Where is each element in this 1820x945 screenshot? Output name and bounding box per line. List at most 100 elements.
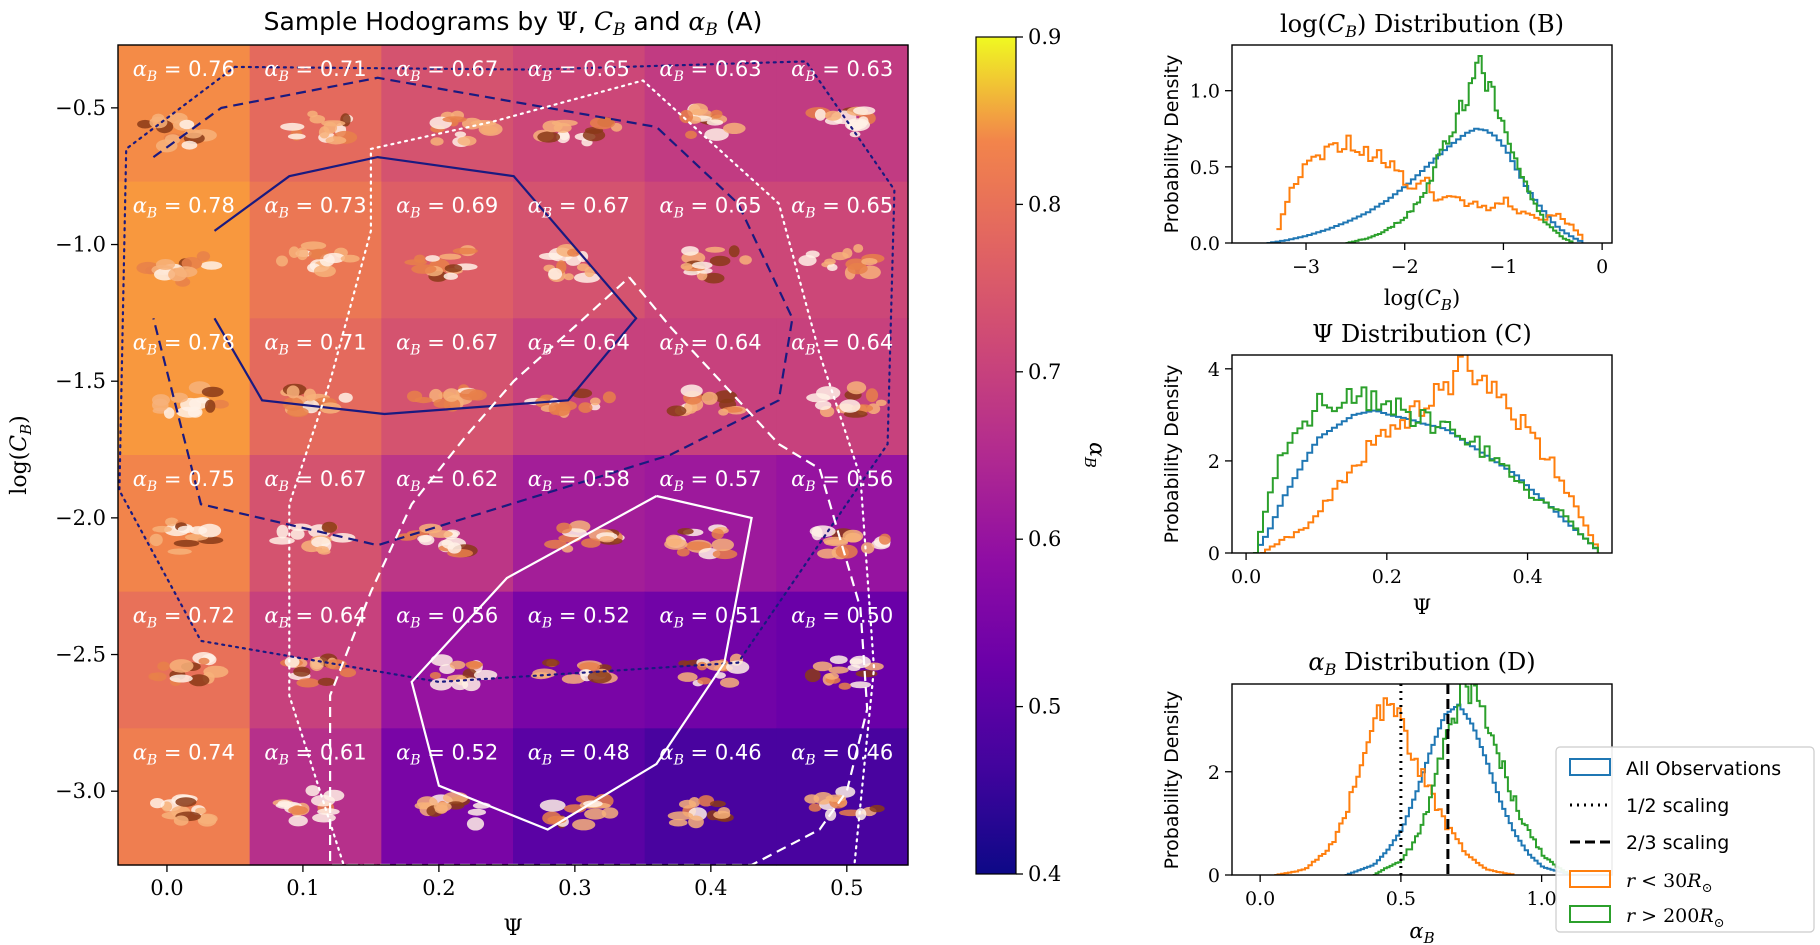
hodogram-blob <box>177 525 195 534</box>
cell-alpha-symbol: α <box>133 467 147 491</box>
y-tick-label: 0.5 <box>1190 157 1220 179</box>
hodogram-blob <box>163 407 175 419</box>
cell-alpha-label: αB = 0.46 <box>659 740 761 768</box>
hodogram-blob <box>404 259 428 266</box>
legend-label-inner: r < 30R⊙ <box>1626 870 1713 896</box>
hodogram-blob <box>875 399 887 406</box>
hodogram-blob <box>865 388 879 403</box>
heatmap-cell <box>513 591 646 729</box>
cell-alpha-value: = 0.65 <box>552 57 630 81</box>
hodogram-blob <box>869 804 885 813</box>
hodogram-blob <box>847 664 861 671</box>
cell-alpha-sub: B <box>278 342 289 358</box>
colorbar-tick-label: 0.9 <box>1028 25 1061 49</box>
cell-alpha-value: = 0.64 <box>289 604 367 628</box>
y-tick-label: −2.0 <box>55 506 106 530</box>
hodogram-blob <box>429 530 453 538</box>
cell-alpha-value: = 0.71 <box>289 330 367 354</box>
hodogram-blob <box>835 786 856 798</box>
hodogram-blob <box>711 528 724 540</box>
hodogram-blob <box>705 246 725 253</box>
cell-alpha-sub: B <box>409 342 420 358</box>
panel-a: Sample Hodograms by Ψ, CB and αB (A) αB … <box>7 7 909 941</box>
hodogram-blob <box>824 258 836 265</box>
hodogram-blob <box>855 670 878 678</box>
hodogram-sample <box>276 241 360 278</box>
panel-b-xlabel: log(CB) <box>1384 286 1460 314</box>
hodogram-blob <box>452 247 478 255</box>
panel-b-ticks: −3 −2 −1 0 0.0 0.5 1.0 <box>1190 81 1608 278</box>
hodogram-blob <box>835 544 858 559</box>
cell-alpha-sub: B <box>541 206 552 222</box>
cell-alpha-sub: B <box>146 616 157 632</box>
hodogram-blob <box>149 116 168 129</box>
hodogram-blob <box>290 528 305 540</box>
cell-alpha-label: αB = 0.56 <box>791 467 893 495</box>
series-inner <box>1260 355 1599 553</box>
cell-alpha-symbol: α <box>396 604 410 628</box>
hodogram-blob <box>175 797 197 807</box>
y-tick-label: 0 <box>1208 865 1220 887</box>
hodogram-blob <box>544 539 568 549</box>
panel-b-series <box>1266 55 1584 243</box>
hodogram-sample <box>149 517 224 555</box>
hodogram-blob <box>277 800 292 808</box>
hodogram-blob <box>846 381 867 395</box>
hodogram-blob <box>152 525 172 533</box>
cell-alpha-value: = 0.51 <box>684 604 762 628</box>
hodogram-blob <box>847 262 868 275</box>
hodogram-blob <box>429 672 441 679</box>
panel-b-ylabel: Probability Density <box>1161 55 1183 234</box>
cell-alpha-value: = 0.71 <box>289 57 367 81</box>
cell-alpha-label: αB = 0.64 <box>528 330 630 358</box>
cell-alpha-value: = 0.67 <box>421 330 499 354</box>
heatmap-cell <box>644 455 777 593</box>
hodogram-blob <box>537 131 561 143</box>
hodogram-blob <box>824 539 849 547</box>
y-tick-label: 4 <box>1208 359 1220 381</box>
cell-alpha-sub: B <box>409 616 420 632</box>
cell-alpha-symbol: α <box>264 604 278 628</box>
hodogram-sample <box>809 525 891 560</box>
cell-alpha-sub: B <box>804 479 815 495</box>
hodogram-blob <box>325 136 347 145</box>
cell-alpha-sub: B <box>278 479 289 495</box>
hodogram-sample <box>531 658 618 684</box>
hodogram-blob <box>418 534 435 546</box>
heatmap-cell <box>644 318 777 456</box>
hodogram-blob <box>855 808 867 821</box>
hodogram-blob <box>449 660 466 670</box>
hodogram-blob <box>577 263 589 272</box>
heatmap-cell <box>381 318 514 456</box>
cell-alpha-label: αB = 0.46 <box>791 740 893 768</box>
cell-alpha-value: = 0.67 <box>289 467 367 491</box>
cell-alpha-symbol: α <box>791 57 805 81</box>
heatmap-cell <box>249 318 382 456</box>
cell-alpha-sub: B <box>146 206 157 222</box>
hodogram-blob <box>307 110 318 118</box>
hodogram-blob <box>280 122 305 131</box>
cell-alpha-sub: B <box>278 752 289 768</box>
hodogram-blob <box>200 261 223 270</box>
hodogram-blob <box>149 533 163 547</box>
hodogram-blob <box>711 538 734 552</box>
hodogram-blob <box>433 802 452 812</box>
hodogram-blob <box>287 407 309 418</box>
hodogram-blob <box>879 533 891 545</box>
series-outer <box>1345 55 1574 243</box>
hodogram-blob <box>678 660 690 667</box>
series-inner <box>1276 134 1584 240</box>
hodogram-blob <box>808 803 822 812</box>
cell-alpha-label: αB = 0.69 <box>396 194 498 222</box>
y-tick-label: 0.0 <box>1190 233 1220 255</box>
cell-alpha-sub: B <box>804 342 815 358</box>
cell-alpha-symbol: α <box>264 740 278 764</box>
x-tick-label: 0.4 <box>694 876 727 900</box>
colorbar-tick-label: 0.6 <box>1028 527 1061 551</box>
hodogram-blob <box>561 674 586 684</box>
hodogram-sample <box>280 110 358 145</box>
hodogram-sample <box>150 794 218 827</box>
cell-alpha-label: αB = 0.65 <box>659 194 761 222</box>
hodogram-sample <box>137 112 217 153</box>
hodogram-blob <box>467 808 486 816</box>
